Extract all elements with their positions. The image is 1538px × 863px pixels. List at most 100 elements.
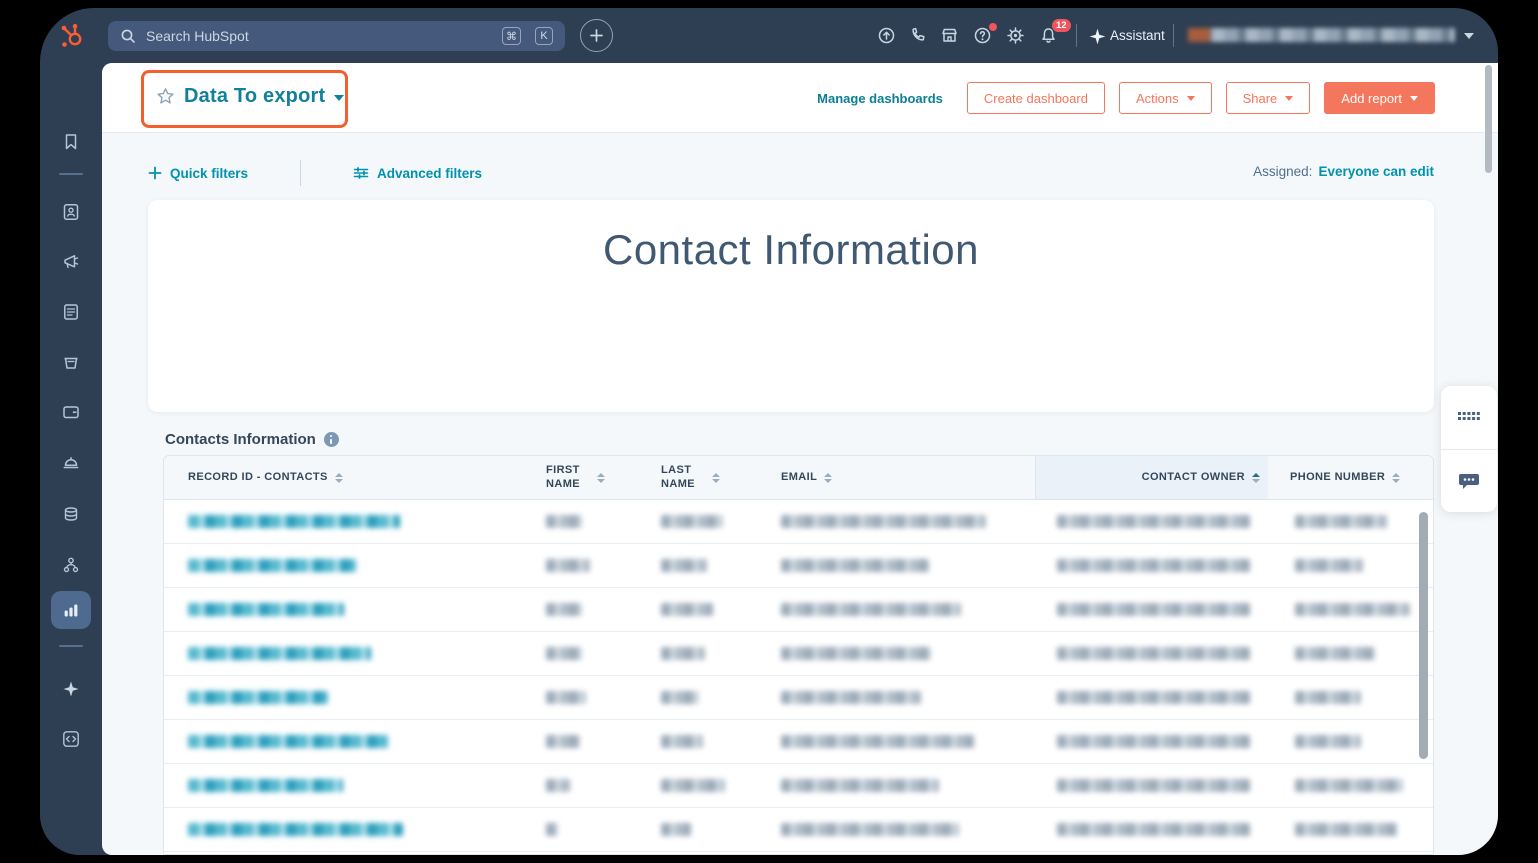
sort-arrows-icon-sorted-asc[interactable] [1252,472,1260,483]
manage-dashboards-link[interactable]: Manage dashboards [817,90,943,106]
record-link-redacted[interactable] [188,823,403,836]
bookmarks-icon[interactable] [61,132,81,152]
table-row[interactable] [164,720,1433,764]
sort-arrows-icon[interactable] [1392,472,1401,483]
cell-value-redacted [781,603,961,616]
cell-value-redacted [661,691,699,704]
table-cell [530,779,645,792]
chat-copilot-button[interactable] [1441,448,1497,513]
dashboard-title-menu[interactable]: Data To export [156,85,345,108]
actions-button[interactable]: Actions [1118,82,1212,114]
cell-value-redacted [546,559,590,572]
page-scrollbar-thumb[interactable] [1485,65,1492,173]
create-dashboard-button[interactable]: Create dashboard [966,82,1105,114]
table-row[interactable] [164,808,1433,852]
record-link-redacted[interactable] [188,603,344,616]
breeze-ai-icon[interactable] [61,679,81,699]
table-row[interactable] [164,764,1433,808]
column-header-phone-number[interactable]: PHONE NUMBER [1268,456,1418,499]
quick-filters-button[interactable]: Quick filters [148,166,248,181]
notification-badge: 12 [1052,19,1071,32]
user-account-name-redacted[interactable] [1188,28,1455,42]
sort-arrows-icon[interactable] [712,472,720,483]
payments-icon[interactable] [61,402,81,422]
notifications-icon[interactable] [1039,26,1058,45]
table-row[interactable] [164,544,1433,588]
shortcuts-button[interactable] [1441,386,1497,449]
column-header-email[interactable]: EMAIL [765,456,1035,499]
calling-icon[interactable] [908,26,927,45]
cell-value-redacted [661,559,707,572]
table-cell [164,779,530,792]
caret-down-icon [1186,95,1195,101]
reporting-icon [64,604,78,617]
table-cell [530,603,645,616]
table-cell [1035,691,1268,704]
table-cell [645,691,765,704]
column-header-first-name[interactable]: FIRST NAME [530,456,645,499]
cell-value-redacted [661,779,725,792]
cell-value-redacted [1057,515,1250,528]
table-row[interactable] [164,588,1433,632]
data-management-icon[interactable] [61,505,81,525]
crm-contacts-icon[interactable] [61,202,81,222]
help-icon[interactable] [973,26,992,45]
sparkle-icon [1089,28,1106,45]
table-cell [645,823,765,836]
favorite-star-icon[interactable] [156,87,175,106]
column-header-contact-owner[interactable]: CONTACT OWNER [1035,456,1268,499]
settings-icon[interactable] [1006,26,1025,45]
create-new-button[interactable] [580,19,613,52]
table-cell [1035,647,1268,660]
contacts-table: RECORD ID - CONTACTS FIRST NAME LAST NAM… [163,455,1434,855]
table-cell [530,647,645,660]
table-row[interactable] [164,676,1433,720]
column-header-last-name[interactable]: LAST NAME [645,456,765,499]
add-report-button[interactable]: Add report [1324,82,1435,114]
record-link-redacted[interactable] [188,647,371,660]
table-row[interactable] [164,632,1433,676]
developer-icon[interactable] [61,729,81,749]
automations-icon[interactable] [61,555,81,575]
search-icon [121,29,135,43]
sort-arrows-icon[interactable] [597,472,605,483]
commerce-icon[interactable] [61,352,81,372]
sidebar-item-reporting-active[interactable] [51,591,91,629]
hubspot-logo[interactable] [58,22,86,50]
cell-value-redacted [661,647,705,660]
record-link-redacted[interactable] [188,559,356,572]
report-title: Contact Information [602,226,979,273]
table-cell [1268,779,1418,792]
upload-icon[interactable] [877,26,896,45]
assigned-value-link[interactable]: Everyone can edit [1318,164,1434,179]
column-header-record-id[interactable]: RECORD ID - CONTACTS [164,456,530,499]
sort-arrows-icon[interactable] [824,472,833,483]
service-icon[interactable] [61,452,81,472]
table-scrollbar-thumb[interactable] [1419,512,1428,759]
marketplace-icon[interactable] [940,26,959,45]
share-button[interactable]: Share [1225,82,1311,114]
marketing-icon[interactable] [61,252,81,272]
filters-row: Quick filters Advanced filters [148,158,482,188]
record-link-redacted[interactable] [188,779,343,792]
advanced-filters-button[interactable]: Advanced filters [353,166,482,181]
dashboard-actions: Manage dashboards Create dashboard Actio… [817,82,1435,114]
record-link-redacted[interactable] [188,691,328,704]
table-row[interactable] [164,500,1433,544]
content-icon[interactable] [61,302,81,322]
annotation-highlight-box [141,70,348,128]
info-icon[interactable] [323,432,339,447]
cell-value-redacted [1057,647,1250,660]
search-input[interactable]: Search HubSpot ⌘ K [108,21,565,51]
search-placeholder: Search HubSpot [146,28,249,44]
table-cell [1268,515,1418,528]
sort-arrows-icon[interactable] [334,472,343,483]
assigned-setting: Assigned: Everyone can edit [1253,164,1434,179]
assistant-button[interactable]: Assistant [1110,28,1165,43]
record-link-redacted[interactable] [188,515,400,528]
table-cell [164,823,530,836]
user-menu-caret-icon[interactable] [1464,33,1474,39]
cell-value-redacted [661,735,703,748]
record-link-redacted[interactable] [188,735,388,748]
plus-icon [590,29,603,42]
